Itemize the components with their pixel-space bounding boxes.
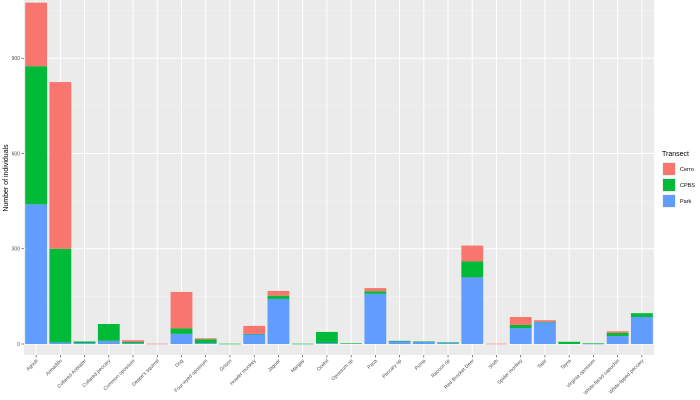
bar-cerro-red-brocket-deer (461, 245, 484, 262)
y-axis: 0 300 600 900 (12, 56, 24, 348)
bar-cpbs-spider-monkey (509, 324, 532, 329)
x-tick-label: Agouti (25, 358, 39, 372)
x-tick-label: Opossum sp (330, 358, 354, 382)
legend-key-cpbs (663, 179, 675, 191)
bar-cerro-paca (364, 288, 387, 292)
bar-cpbs-paca (364, 291, 387, 294)
bar-cpbs-puma (412, 341, 435, 343)
x-tick-label: Sloth (488, 358, 500, 370)
x-tick-label: Armadillo (45, 358, 64, 377)
bar-cpbs-collared-anteater (73, 341, 96, 344)
x-tick-label: Racoon sp (430, 358, 451, 379)
x-tick-label: Paca (366, 358, 378, 370)
bar-park-paca (364, 293, 387, 344)
legend-label-park: Park (680, 199, 692, 205)
bar-cpbs-virginia-opossum (582, 343, 605, 344)
y-axis-title: Number of individuals (3, 144, 10, 212)
bar-cerro-common-opossum (122, 340, 144, 342)
legend: Transect Cerro CPBS Park (662, 151, 695, 208)
legend-title: Transect (662, 151, 689, 158)
bar-cpbs-ocelot (315, 331, 338, 344)
bar-cerro-armadillo (49, 82, 72, 249)
bar-park-collared-anteater (73, 343, 96, 344)
bar-cerro-deppe-s-squirrel (146, 343, 169, 345)
bar-cpbs-tapir (534, 321, 556, 323)
bar-cpbs-jaguar (267, 295, 290, 299)
bar-park-racoon-sp (437, 342, 459, 344)
bar-cpbs-grison (219, 343, 241, 345)
x-tick-label: Ocelot (316, 358, 331, 373)
bars (25, 2, 653, 345)
bar-cpbs-four-eyed-opossum (194, 339, 217, 344)
x-tick-label: Margay (290, 358, 306, 374)
bar-park-dog (170, 333, 193, 344)
bar-park-peccary-sp (388, 341, 411, 344)
bar-cerro-jaguar (267, 290, 290, 296)
bar-cpbs-armadillo (49, 248, 72, 343)
bar-park-white-lipped-peccary (630, 317, 653, 344)
x-tick-label: Tayra (560, 358, 573, 371)
x-tick-label: Puma (414, 358, 428, 372)
x-tick-label: Peccary sp (381, 358, 403, 380)
bar-park-puma (412, 341, 435, 344)
legend-label-cpbs: CPBS (680, 183, 695, 189)
x-tick-label: Dog (174, 358, 185, 369)
bar-cpbs-racoon-sp (437, 342, 459, 344)
bar-park-ocelot (315, 343, 338, 344)
bar-cpbs-agouti (25, 66, 48, 205)
x-tick-label: Tapir (536, 358, 548, 370)
bar-cpbs-howler-monkey (243, 333, 266, 335)
bar-cpbs-white-faced-capuchin (606, 332, 629, 337)
y-tick-label: 600 (12, 151, 21, 157)
bar-cerro-howler-monkey (243, 325, 266, 334)
bar-park-jaguar (267, 298, 290, 344)
x-tick-label: Grison (219, 358, 234, 373)
y-tick-label: 900 (12, 56, 21, 62)
bar-park-agouti (25, 204, 48, 344)
bar-park-virginia-opossum (582, 343, 605, 345)
legend-label-cerro: Cerro (680, 167, 694, 173)
bar-cpbs-peccary-sp (388, 340, 411, 342)
bar-cerro-agouti (25, 2, 48, 67)
bar-park-spider-monkey (509, 328, 532, 344)
legend-key-cerro (663, 163, 675, 175)
bar-cpbs-dog (170, 328, 193, 334)
bar-park-red-brocket-deer (461, 277, 484, 344)
bar-park-armadillo (49, 342, 72, 344)
x-tick-label: Howler monkey (229, 358, 258, 387)
bar-cpbs-red-brocket-deer (461, 261, 484, 278)
plot-background (24, 0, 654, 355)
bar-park-white-faced-capuchin (606, 336, 629, 344)
legend-key-park (663, 195, 675, 207)
bar-cerro-tapir (534, 320, 556, 322)
bar-cerro-dog (170, 291, 193, 329)
x-tick-label: Jaguar (267, 358, 282, 373)
y-tick-label: 300 (12, 247, 21, 253)
bar-cpbs-margay (291, 343, 314, 345)
bar-park-tapir (534, 322, 556, 344)
bar-park-collared-peccary (97, 340, 120, 344)
y-tick-label: 0 (17, 342, 20, 348)
bar-park-four-eyed-opossum (194, 343, 217, 344)
x-tick-label: Spider monkey (496, 358, 524, 386)
bar-cpbs-white-lipped-peccary (630, 313, 653, 318)
bar-cpbs-opossum-sp (340, 343, 363, 344)
bar-cpbs-collared-peccary (97, 323, 120, 341)
bar-cpbs-common-opossum (122, 341, 144, 344)
bar-park-common-opossum (122, 343, 144, 344)
bar-cerro-spider-monkey (509, 317, 532, 325)
bar-cpbs-tayra (558, 341, 581, 344)
bar-park-howler-monkey (243, 334, 266, 344)
bar-cerro-white-faced-capuchin (606, 331, 629, 333)
bar-cerro-four-eyed-opossum (194, 338, 217, 340)
bar-cerro-sloth (485, 343, 508, 345)
